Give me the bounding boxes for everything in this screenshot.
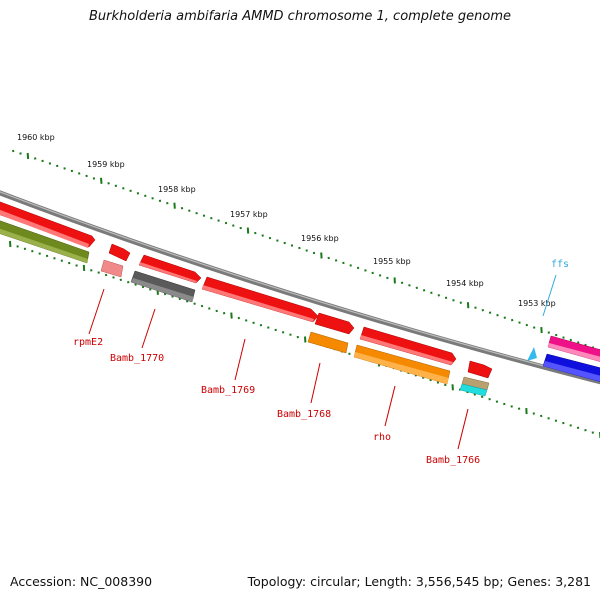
gene-label-ffs[interactable]: ffs <box>551 259 569 270</box>
gene-label-bamb-1769[interactable]: Bamb_1769 <box>201 385 255 396</box>
gene-block[interactable] <box>100 259 124 278</box>
gene-block[interactable] <box>459 383 488 397</box>
gene-label-rho[interactable]: rho <box>373 432 391 443</box>
label-leader-line <box>542 274 557 317</box>
chromosome-backbone-highlight <box>0 191 600 382</box>
gene-block-shade <box>354 352 449 384</box>
scale-label: 1959 kbp <box>87 160 125 169</box>
gene-arrow-shade <box>139 262 197 283</box>
gene-label-bamb-1768[interactable]: Bamb_1768 <box>277 409 331 420</box>
accession-text: Accession: NC_008390 <box>10 574 153 589</box>
map-title: Burkholderia ambifaria AMMD chromosome 1… <box>88 9 512 24</box>
gene-label-rpme2[interactable]: rpmE2 <box>73 337 103 348</box>
label-leader-line <box>310 362 321 404</box>
gene-label-bamb-1766[interactable]: Bamb_1766 <box>426 455 480 466</box>
gene-arrow[interactable] <box>0 200 96 248</box>
scale-ticks-outer <box>12 149 600 352</box>
chromosome-backbone <box>0 190 600 385</box>
scale-label: 1954 kbp <box>446 279 484 288</box>
gene-arrow[interactable] <box>467 360 493 379</box>
label-leader-line <box>141 308 156 349</box>
label-leader-line <box>457 408 469 450</box>
scale-label: 1960 kbp <box>17 133 55 142</box>
gene-block-shade <box>543 361 600 382</box>
gene-label-bamb-1770[interactable]: Bamb_1770 <box>110 353 164 364</box>
scale-label: 1955 kbp <box>373 257 411 266</box>
label-leader-line <box>88 288 105 335</box>
scale-label: 1953 kbp <box>518 299 556 308</box>
topology-text: Topology: circular; Length: 3,556,545 bp… <box>247 574 591 589</box>
gene-block-shade <box>0 228 88 263</box>
major-tick <box>100 177 103 184</box>
scale-label: 1956 kbp <box>301 234 339 243</box>
gene-arrow-shade <box>202 285 314 322</box>
minor-tick <box>510 318 514 322</box>
gene-block-shade <box>131 278 194 302</box>
label-leader-line <box>234 338 246 381</box>
gene-block[interactable] <box>307 331 349 354</box>
gene-arrow-shade <box>360 335 453 365</box>
gene-arrow[interactable] <box>108 243 131 262</box>
label-leader-line <box>384 385 396 427</box>
gene-arrow-shade <box>0 209 89 248</box>
gene-arrow[interactable] <box>314 312 355 335</box>
scale-label: 1958 kbp <box>158 185 196 194</box>
gene-arrow-shade <box>548 343 600 362</box>
scale-ticks-inner <box>9 240 600 439</box>
scale-label: 1957 kbp <box>230 210 268 219</box>
ffs-gene-marker[interactable] <box>527 347 537 361</box>
